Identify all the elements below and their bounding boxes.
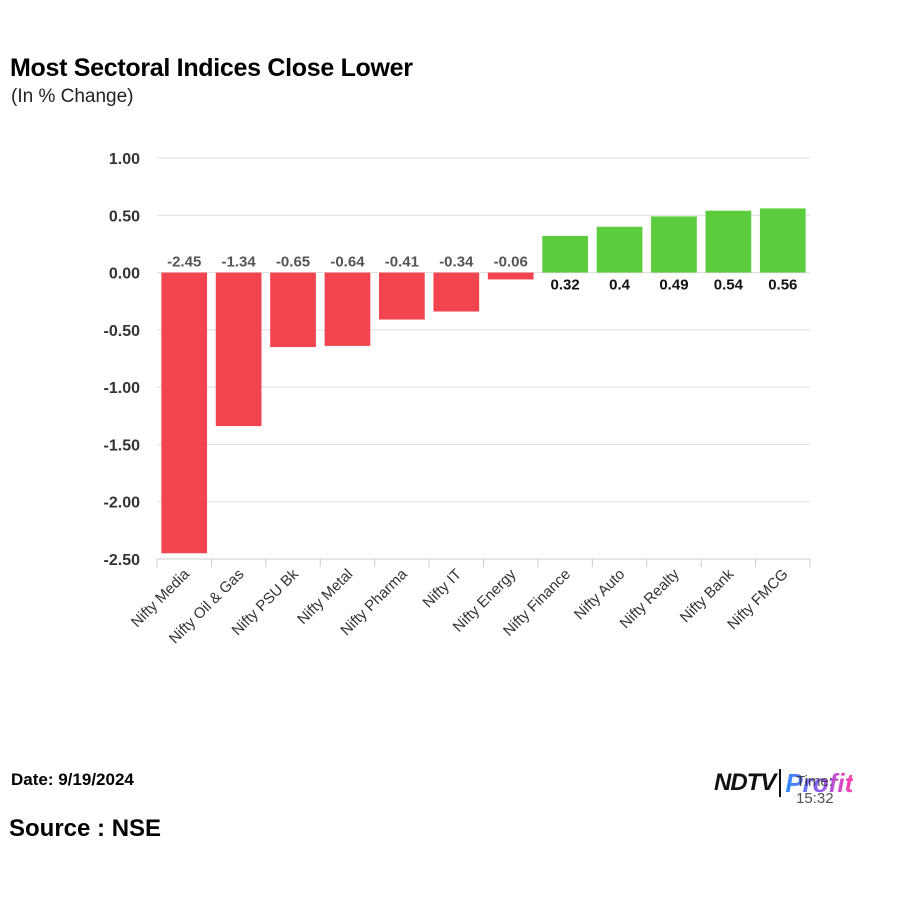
bar-nifty-realty [651, 216, 697, 273]
y-tick-label: -1.00 [104, 380, 141, 397]
y-tick-label: 0.50 [109, 208, 140, 225]
bar-nifty-psu-bk [270, 272, 316, 348]
bar-nifty-auto [596, 226, 643, 273]
x-tick-label: Nifty Auto [571, 566, 628, 623]
data-label: -0.65 [276, 254, 310, 271]
y-axis-ticks: 1.00 0.50 0.00 -0.50 -1.00 -1.50 -2.00 -2.50 [104, 151, 141, 569]
bar-nifty-bank [705, 210, 752, 273]
y-tick-label: -1.50 [104, 437, 141, 454]
y-tick-label: -0.50 [104, 323, 141, 340]
y-tick-label: -2.50 [104, 552, 141, 569]
x-tick-label: Nifty Realty [617, 565, 684, 632]
data-label: 0.32 [551, 277, 580, 294]
data-label: -0.34 [439, 254, 474, 271]
bar-nifty-pharma [379, 272, 425, 320]
date-label: Date: 9/19/2024 [11, 770, 134, 789]
time-overlay: Time: 15:32 [796, 773, 834, 807]
data-label: -0.06 [494, 254, 528, 271]
y-tick-label: -2.00 [104, 495, 141, 512]
chart-subtitle: (In % Change) [11, 86, 134, 107]
bar-nifty-fmcg [759, 208, 806, 273]
bar-nifty-media [161, 272, 208, 554]
source-label: Source : NSE [9, 815, 162, 842]
y-tick-label: 1.00 [109, 151, 140, 168]
bar-nifty-it [433, 272, 480, 312]
logo-product: Profit [785, 767, 854, 798]
bar-nifty-energy [487, 272, 534, 280]
data-label: -0.41 [385, 254, 419, 271]
data-label: 0.56 [768, 277, 797, 294]
y-tick-label: 0.00 [109, 266, 140, 283]
x-tick-label: Nifty IT [420, 566, 466, 612]
logo-brand: NDTV [714, 769, 776, 796]
data-label: 0.54 [714, 277, 744, 294]
bar-chart: 1.00 0.50 0.00 -0.50 -1.00 -1.50 -2.00 -2.50 -2… [104, 151, 811, 647]
bar-nifty-oil-gas [215, 272, 262, 427]
bar-nifty-finance [542, 235, 588, 273]
logo-divider [779, 769, 782, 797]
chart-title: Most Sectoral Indices Close Lower [10, 54, 413, 82]
ndtv-profit-logo: NDTV Profit Time: 15:32 [714, 766, 854, 808]
data-label: -1.34 [222, 254, 257, 271]
bar-nifty-metal [324, 272, 371, 346]
data-label: 0.4 [609, 277, 631, 294]
data-label: -0.64 [330, 254, 365, 271]
data-label: -2.45 [167, 254, 201, 271]
data-label: 0.49 [659, 277, 688, 294]
bars [161, 208, 806, 554]
data-labels: -2.45 -1.34 -0.65 -0.64 -0.41 -0.34 -0.06 0.32 0… [167, 254, 797, 294]
